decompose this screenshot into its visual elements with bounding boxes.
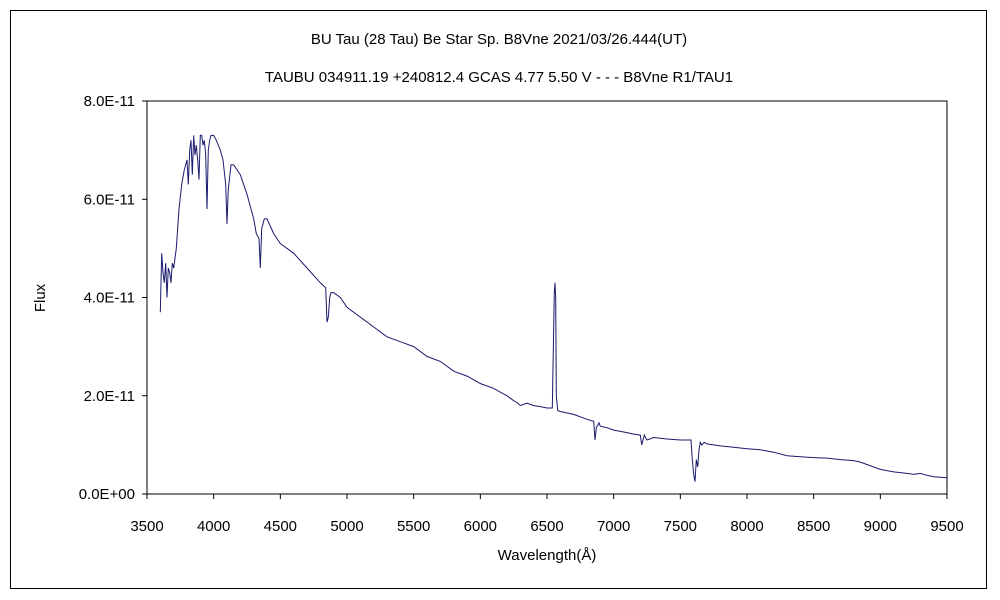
y-tick-label: 0.0E+00: [79, 486, 135, 503]
chart-title: BU Tau (28 Tau) Be Star Sp. B8Vne 2021/0…: [311, 31, 687, 48]
y-tick-label: 6.0E-11: [84, 191, 135, 208]
x-tick-label: 6000: [464, 518, 497, 535]
x-tick-label: 9000: [864, 518, 897, 535]
x-tick-label: 7000: [597, 518, 630, 535]
x-tick-label: 5000: [330, 518, 363, 535]
y-axis: 0.0E+00 2.0E-11 4.0E-11 6.0E-11 8.0E-11: [79, 93, 147, 503]
chart-subtitle: TAUBU 034911.19 +240812.4 GCAS 4.77 5.50…: [265, 69, 733, 86]
y-tick-label: 8.0E-11: [84, 93, 135, 110]
x-tick-label: 5500: [397, 518, 430, 535]
chart-frame: BU Tau (28 Tau) Be Star Sp. B8Vne 2021/0…: [10, 10, 987, 589]
x-axis: 3500 4000 4500 5000 5500 6000 6500 7000 7500 8000…: [130, 494, 964, 535]
x-tick-label: 7500: [664, 518, 697, 535]
x-tick-label: 8500: [797, 518, 830, 535]
x-tick-label: 4500: [264, 518, 297, 535]
x-tick-label: 3500: [130, 518, 163, 535]
x-tick-label: 6500: [530, 518, 563, 535]
x-axis-label: Wavelength(Å): [498, 547, 597, 564]
y-tick-label: 4.0E-11: [84, 290, 135, 307]
x-tick-label: 9500: [930, 518, 963, 535]
spectrum-chart: BU Tau (28 Tau) Be Star Sp. B8Vne 2021/0…: [32, 31, 964, 564]
spectrum-line: [159, 134, 948, 482]
y-axis-label: Flux: [32, 283, 49, 312]
y-tick-label: 2.0E-11: [84, 388, 135, 405]
plot-area: [146, 100, 948, 495]
x-tick-label: 8000: [730, 518, 763, 535]
x-tick-label: 4000: [197, 518, 230, 535]
